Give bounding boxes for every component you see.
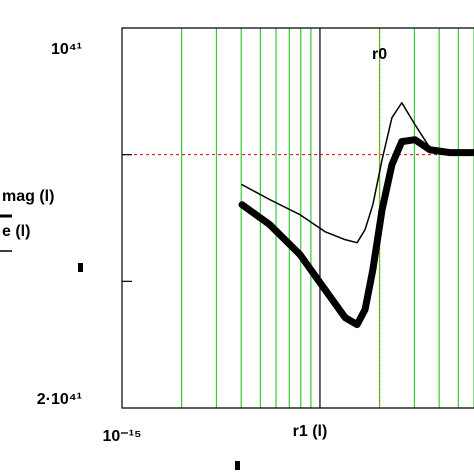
y-tick-label: 2·10⁴¹: [37, 391, 82, 408]
legend-label: mag (l): [2, 188, 54, 205]
plot-frame: [121, 27, 474, 409]
marker-label: r0: [372, 46, 387, 63]
series-line: [241, 101, 474, 244]
artifact: [235, 461, 240, 470]
y-tick-label: 10⁴¹: [51, 41, 82, 58]
legend-label: e (l): [2, 223, 30, 240]
series-line: [238, 136, 474, 329]
x-axis-label: r1 (l): [293, 423, 328, 440]
artifact: [78, 263, 83, 272]
x-tick-label: 10⁻¹⁵: [102, 428, 141, 445]
